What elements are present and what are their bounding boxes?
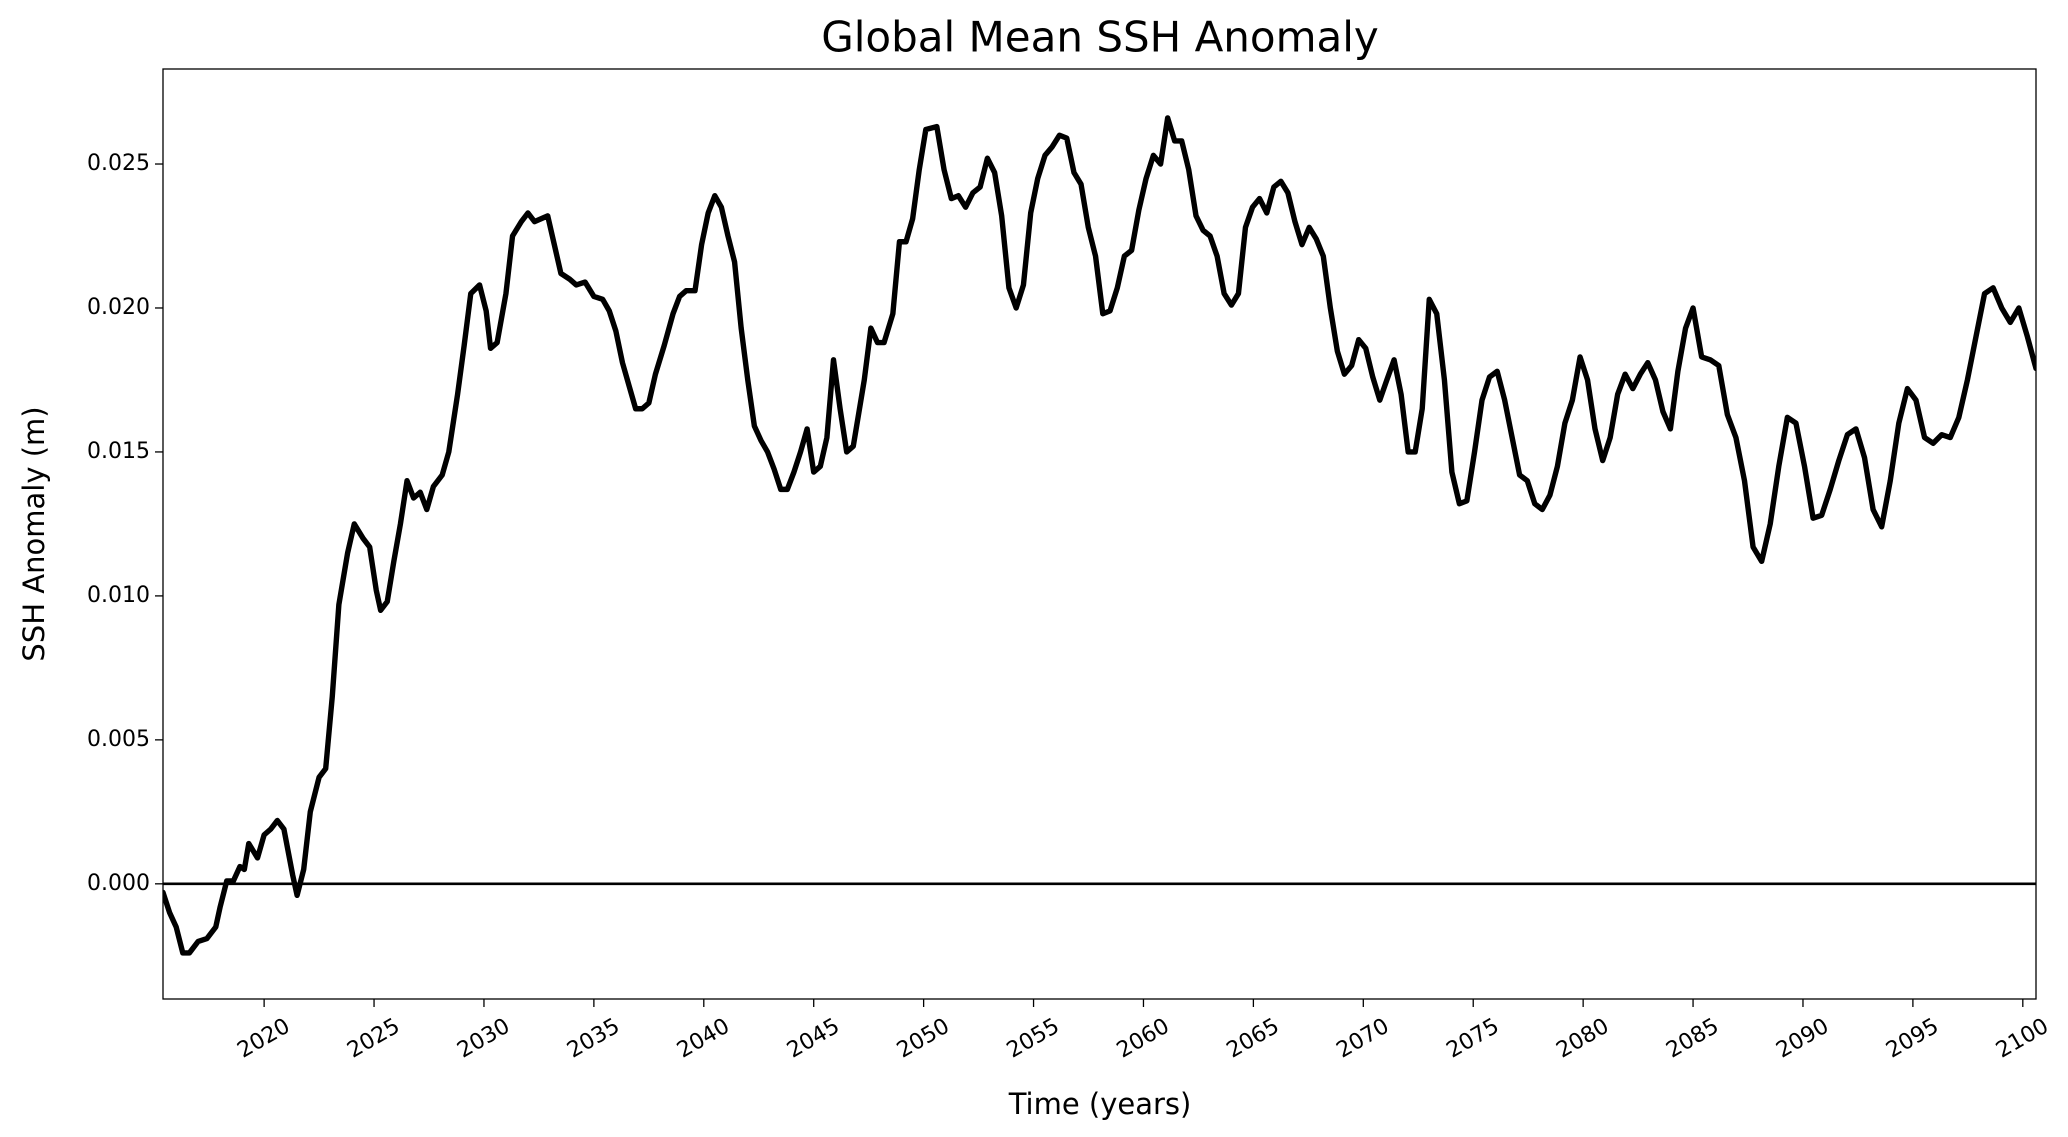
chart-title: Global Mean SSH Anomaly — [821, 13, 1379, 62]
y-tick-label: 0.025 — [87, 151, 150, 176]
x-axis-label: Time (years) — [1008, 1087, 1192, 1121]
y-tick-label: 0.020 — [87, 295, 150, 320]
y-tick-label: 0.015 — [87, 439, 150, 464]
y-tick-label: 0.005 — [87, 727, 150, 752]
plot-frame — [162, 68, 2037, 1000]
data-line — [163, 115, 2036, 956]
y-tick-label: 0.000 — [87, 871, 150, 896]
y-tick-label: 0.010 — [87, 583, 150, 608]
y-axis-label: SSH Anomaly (m) — [17, 406, 51, 661]
